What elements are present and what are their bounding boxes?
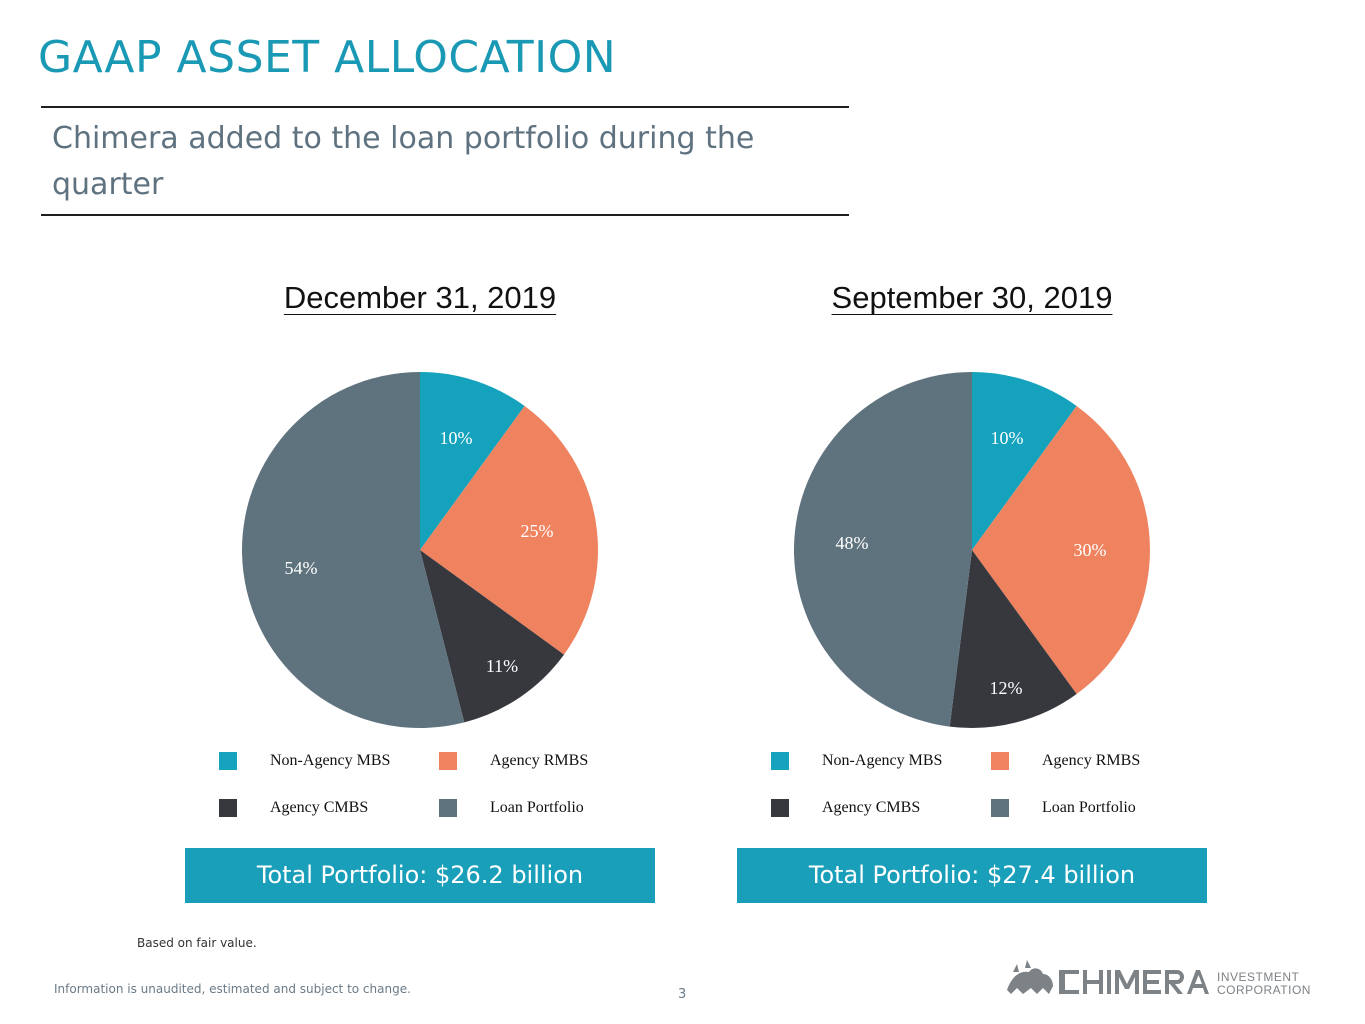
- pie-data-label-agency-cmbs: 12%: [990, 678, 1023, 698]
- legend-swatch-agency-rmbs: [439, 752, 457, 770]
- total-portfolio-dec-2019: Total Portfolio: $26.2 billion: [185, 848, 655, 903]
- page-number: 3: [678, 987, 687, 1002]
- title-divider-top: [41, 106, 849, 108]
- legend-label-agency-rmbs: Agency RMBS: [490, 752, 589, 769]
- legend-label-non-agency-mbs: Non-Agency MBS: [270, 752, 391, 769]
- pie-chart-sep-2019: 10% 30% 12% 48%: [793, 372, 1150, 728]
- title-divider-bottom: [41, 214, 849, 216]
- pie-slice-non-agency-mbs: [420, 372, 525, 550]
- legend-label-non-agency-mbs: Non-Agency MBS: [822, 752, 943, 769]
- legend-swatch-agency-cmbs: [219, 799, 237, 817]
- pie-slice-loan-portfolio: [241, 372, 465, 728]
- page-subtitle: Chimera added to the loan portfolio duri…: [52, 121, 755, 202]
- logo-text-investment: INVESTMENT: [1217, 970, 1300, 984]
- pie-slice-agency-rmbs: [420, 405, 598, 655]
- pie-chart-dec-2019: 10% 25% 11% 54%: [241, 372, 598, 728]
- pie-data-label-loan-portfolio: 48%: [836, 533, 869, 553]
- legend-swatch-agency-cmbs: [771, 799, 789, 817]
- total-portfolio-sep-2019: Total Portfolio: $27.4 billion: [737, 848, 1207, 903]
- pie-data-label-agency-cmbs: 11%: [486, 656, 518, 676]
- page-title: GAAP ASSET ALLOCATION: [38, 32, 617, 83]
- legend-swatch-loan-portfolio: [439, 799, 457, 817]
- legend-swatch-loan-portfolio: [991, 799, 1009, 817]
- disclaimer: Information is unaudited, estimated and …: [54, 982, 411, 996]
- legend-swatch-agency-rmbs: [991, 752, 1009, 770]
- pie-slice-agency-cmbs: [420, 550, 565, 723]
- footnote: Based on fair value.: [137, 936, 257, 950]
- legend-label-loan-portfolio: Loan Portfolio: [1042, 799, 1136, 816]
- pie-data-label-agency-rmbs: 25%: [521, 521, 554, 541]
- chart-title-dec-2019: December 31, 2019: [283, 280, 557, 315]
- legend-label-agency-cmbs: Agency CMBS: [822, 799, 921, 816]
- logo-text-corporation: CORPORATION: [1217, 983, 1311, 997]
- pie-slice-agency-rmbs: [972, 405, 1150, 695]
- pie-data-label-agency-rmbs: 30%: [1074, 540, 1107, 560]
- legend-swatch-non-agency-mbs: [219, 752, 237, 770]
- legend-label-agency-rmbs: Agency RMBS: [1042, 752, 1141, 769]
- pie-slice-loan-portfolio: [793, 372, 972, 727]
- pie-data-label-non-agency-mbs: 10%: [440, 428, 473, 448]
- legend-label-agency-cmbs: Agency CMBS: [270, 799, 369, 816]
- pie-slice-non-agency-mbs: [972, 372, 1077, 550]
- legend-swatch-non-agency-mbs: [771, 752, 789, 770]
- pie-data-label-loan-portfolio: 54%: [285, 558, 318, 578]
- pie-slice-agency-cmbs: [949, 550, 1077, 728]
- legend-label-loan-portfolio: Loan Portfolio: [490, 799, 584, 816]
- pie-data-label-non-agency-mbs: 10%: [991, 428, 1024, 448]
- chart-title-sep-2019: September 30, 2019: [831, 280, 1113, 315]
